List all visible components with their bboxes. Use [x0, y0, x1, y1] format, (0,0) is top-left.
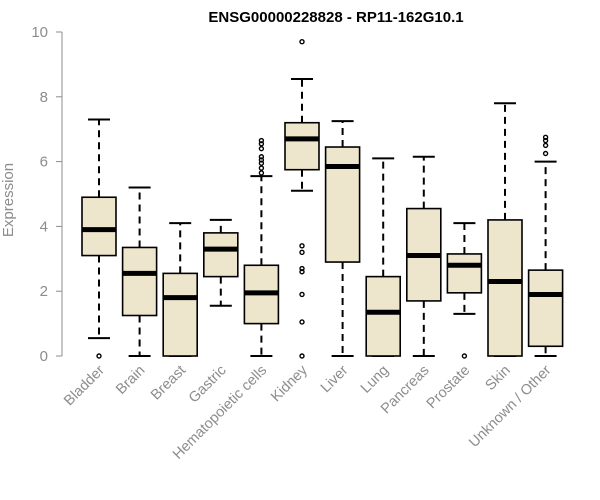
outlier-point	[299, 243, 305, 249]
x-tick-label: Liver	[318, 362, 352, 396]
y-tick-label: 4	[40, 218, 48, 235]
chart-title: ENSG00000228828 - RP11-162G10.1	[208, 9, 463, 26]
outlier-point	[299, 319, 305, 325]
iqr-box	[365, 275, 402, 357]
box-prostate	[446, 222, 483, 359]
box-skin	[487, 102, 523, 357]
y-tick-label: 2	[40, 283, 48, 300]
x-tick-label: Bladder	[61, 362, 108, 409]
y-axis: 0 2 4 6 8 10	[31, 24, 63, 365]
iqr-box	[527, 269, 564, 348]
outlier-point	[542, 137, 549, 144]
iqr-box	[203, 232, 239, 278]
iqr-box	[121, 246, 158, 317]
box-gastric	[203, 218, 239, 307]
box-breast	[162, 222, 198, 357]
outlier-point	[542, 134, 549, 141]
outlier-point	[299, 249, 305, 256]
outlier-point	[96, 353, 102, 359]
x-tick-label: Prostate	[424, 363, 473, 412]
outlier-point	[299, 291, 305, 298]
x-tick-label: Lung	[358, 363, 392, 397]
box-unknown-other	[527, 134, 564, 357]
box-bladder	[81, 118, 117, 359]
x-tick-label: Brain	[113, 363, 148, 398]
outlier-point	[299, 265, 305, 272]
box-lung	[365, 157, 402, 357]
iqr-box	[284, 121, 320, 171]
box-brain	[121, 186, 158, 357]
iqr-box	[446, 253, 483, 294]
outlier-point	[258, 141, 265, 147]
y-tick-label: 8	[40, 89, 48, 106]
outlier-point	[258, 154, 265, 160]
y-tick-label: 10	[31, 24, 48, 41]
y-tick-label: 0	[40, 348, 48, 365]
iqr-box	[162, 272, 198, 357]
outlier-point	[258, 145, 265, 152]
outlier-point	[258, 160, 265, 166]
iqr-box	[487, 219, 523, 357]
outlier-point	[258, 157, 265, 163]
y-tick-label: 6	[40, 154, 48, 171]
outlier-point	[299, 39, 305, 45]
outlier-point	[258, 165, 265, 171]
box-kidney	[284, 39, 320, 359]
box-pancreas	[405, 155, 442, 357]
x-tick-label: Breast	[148, 363, 189, 404]
outlier-point	[299, 269, 305, 275]
outlier-point	[258, 170, 265, 176]
x-tick-label: Kidney	[268, 362, 311, 405]
y-axis-title: Expression	[0, 163, 17, 237]
iqr-box	[81, 196, 117, 257]
outlier-point	[299, 353, 305, 359]
outlier-point	[258, 137, 265, 144]
box-liver	[324, 120, 361, 357]
outlier-point	[542, 150, 549, 157]
boxes-group	[81, 39, 564, 359]
box-hematopoietic-cells	[243, 137, 280, 357]
x-tick-label: Skin	[483, 363, 514, 394]
outlier-point	[542, 142, 549, 149]
outlier-point	[461, 353, 468, 359]
